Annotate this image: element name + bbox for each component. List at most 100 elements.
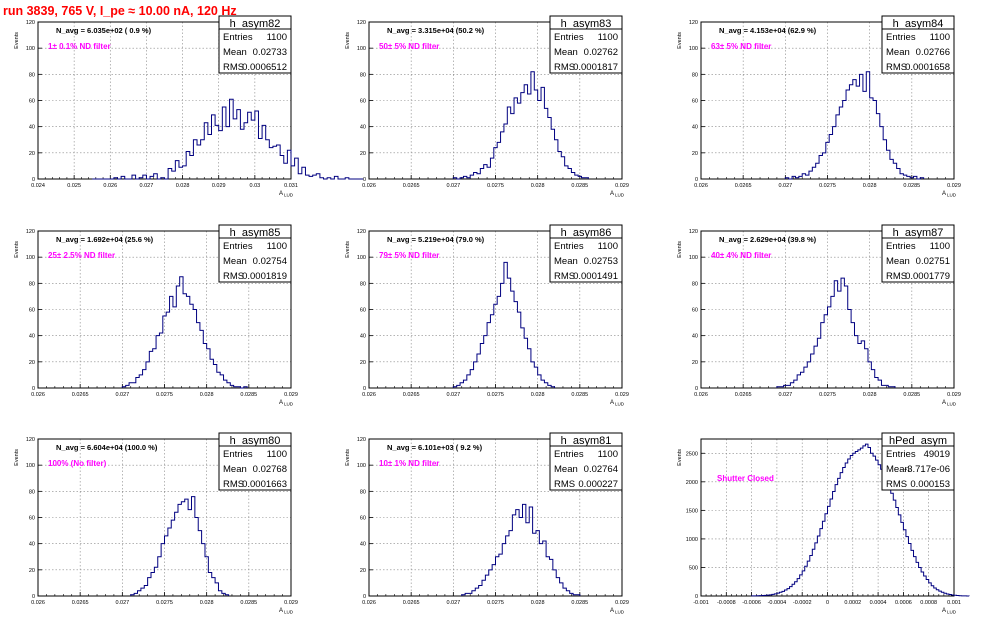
filter-annotation: 10± 1% ND filter <box>379 459 439 468</box>
y-tick-label: 0 <box>32 594 35 600</box>
stats-rms-label: RMS <box>886 271 907 282</box>
stats-entries-value: 49019 <box>924 449 950 460</box>
x-tick-label: 0.025 <box>67 183 81 189</box>
navg-label: N_avg = 1.692e+04 (25.6 %) <box>56 235 154 244</box>
x-axis-label: ALUD <box>610 191 625 198</box>
x-tick-label: 0.028 <box>863 183 877 189</box>
x-tick-label: 0.028 <box>200 600 214 606</box>
histogram-series <box>452 71 589 180</box>
x-tick-label: 0.0285 <box>571 183 588 189</box>
x-tick-label: 0.026 <box>103 183 117 189</box>
x-axis-label-sub: LUD <box>947 402 957 407</box>
filter-annotation: 79± 5% ND filter <box>379 251 439 260</box>
stats-mean-value: 0.02751 <box>916 256 950 267</box>
stats-mean-value: 0.02762 <box>584 47 618 58</box>
x-tick-label: 0.0275 <box>819 392 836 398</box>
x-axis-label-sub: LUD <box>947 610 957 615</box>
filter-annotation: 63± 5% ND filter <box>711 42 771 51</box>
y-tick-label: 60 <box>692 99 698 105</box>
stats-rms-label: RMS <box>886 62 907 73</box>
x-tick-label: 0.0265 <box>403 392 420 398</box>
x-tick-label: 0.029 <box>284 392 298 398</box>
stats-entries-value: 1100 <box>598 32 618 43</box>
x-tick-label: 0.0265 <box>72 600 89 606</box>
stats-rms-label: RMS <box>554 62 575 73</box>
x-tick-label: 0.0285 <box>571 392 588 398</box>
stats-entries-value: 1100 <box>267 449 287 460</box>
y-tick-label: 120 <box>357 20 366 26</box>
stats-entries-label: Entries <box>554 32 584 43</box>
y-tick-label: 0 <box>695 386 698 392</box>
y-tick-label: 0 <box>363 177 366 183</box>
panel-h_asym83: 0.026 0.0265 0.027 0.0275 0.028 0.0285 0.029 0 2… <box>345 15 629 198</box>
y-axis-label: Events <box>14 449 20 466</box>
x-axis-label: ALUD <box>942 400 957 407</box>
x-tick-label: 0.0265 <box>72 392 89 398</box>
x-tick-label: 0.0275 <box>156 600 173 606</box>
x-tick-label: 0.001 <box>947 600 961 606</box>
stats-entries-value: 1100 <box>598 449 618 460</box>
stats-title: h_asym81 <box>561 435 612 447</box>
panel-h_asym80: 0.026 0.0265 0.027 0.0275 0.028 0.0285 0.029 0 2… <box>14 432 298 615</box>
y-tick-label: 100 <box>689 255 698 261</box>
y-tick-label: 20 <box>360 360 366 366</box>
y-tick-label: 80 <box>360 72 366 78</box>
stats-box <box>218 432 292 491</box>
y-tick-label: 80 <box>29 72 35 78</box>
y-tick-label: 20 <box>360 568 366 574</box>
x-axis-label: ALUD <box>279 608 294 615</box>
stats-rms-label: RMS <box>554 271 575 282</box>
x-tick-label: 0.028 <box>200 392 214 398</box>
filter-annotation: Shutter Closed <box>717 474 774 483</box>
x-tick-label: 0.028 <box>531 600 545 606</box>
y-axis-label: Events <box>677 32 683 49</box>
y-tick-label: 0 <box>695 177 698 183</box>
y-tick-label: 100 <box>26 255 35 261</box>
panel-hPed_asym: -0.001 -0.0008 -0.0006 -0.0004 -0.0002 0 0.000… <box>677 432 970 615</box>
navg-label: N_avg = 3.315e+04 (50.2 %) <box>387 26 485 35</box>
x-tick-label: 0.027 <box>140 183 154 189</box>
y-tick-label: 20 <box>29 568 35 574</box>
x-tick-label: -0.0004 <box>768 600 787 606</box>
stats-title: h_asym83 <box>561 18 612 30</box>
stats-rms-label: RMS <box>886 479 907 490</box>
y-tick-label: 100 <box>26 463 35 469</box>
filter-annotation: 25± 2.5% ND filter <box>48 251 115 260</box>
panel-h_asym81: 0.026 0.0265 0.027 0.0275 0.028 0.0285 0.029 0 2… <box>345 432 629 615</box>
x-tick-label: 0.028 <box>863 392 877 398</box>
y-tick-label: 120 <box>689 20 698 26</box>
y-tick-label: 60 <box>360 308 366 314</box>
y-tick-label: 120 <box>357 437 366 443</box>
y-tick-label: 60 <box>29 308 35 314</box>
stats-entries-label: Entries <box>886 32 916 43</box>
y-tick-label: 20 <box>692 151 698 157</box>
y-tick-label: 60 <box>360 99 366 105</box>
y-axis-label: Events <box>14 241 20 258</box>
x-axis-label: ALUD <box>942 191 957 198</box>
stats-box <box>881 15 955 74</box>
y-axis-label: Events <box>677 449 683 466</box>
stats-entries-value: 1100 <box>598 241 618 252</box>
y-tick-label: 40 <box>360 542 366 548</box>
y-tick-label: 100 <box>689 46 698 52</box>
x-tick-label: 0.026 <box>362 600 376 606</box>
x-tick-label: 0.027 <box>778 392 792 398</box>
x-axis-label-sub: LUD <box>615 610 625 615</box>
y-tick-label: 40 <box>360 125 366 131</box>
navg-label: N_avg = 2.629e+04 (39.8 %) <box>719 235 817 244</box>
x-tick-label: -0.0002 <box>793 600 812 606</box>
navg-label: N_avg = 6.604e+04 (100.0 %) <box>56 443 158 452</box>
stats-box <box>549 15 623 74</box>
y-tick-label: 0 <box>32 386 35 392</box>
stats-rms-label: RMS <box>554 479 575 490</box>
stats-title: hPed_asym <box>889 435 947 447</box>
x-tick-label: 0.0265 <box>735 183 752 189</box>
stats-entries-value: 1100 <box>930 241 950 252</box>
x-axis-label-sub: LUD <box>284 610 294 615</box>
x-tick-label: 0.029 <box>212 183 226 189</box>
y-tick-label: 1500 <box>686 508 698 514</box>
x-tick-label: 0.027 <box>115 600 129 606</box>
stats-entries-value: 1100 <box>267 32 287 43</box>
x-tick-label: 0.024 <box>31 183 45 189</box>
x-tick-label: 0.027 <box>778 183 792 189</box>
